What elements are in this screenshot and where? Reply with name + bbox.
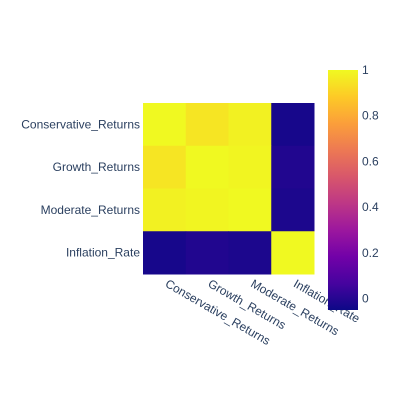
colorbar-tick-label: 0.4: [362, 200, 379, 214]
colorbar-tick-label: 0: [362, 292, 369, 306]
colorbar: [328, 70, 358, 310]
y-axis-tick-labels: Conservative_Returns Growth_Returns Modera…: [21, 117, 140, 259]
heatmap-cell: [185, 188, 229, 232]
colorbar-tick-label: 0.2: [362, 246, 379, 260]
heatmap-cell: [228, 145, 272, 189]
heatmap-cell: [271, 231, 315, 275]
heatmap-cell: [271, 145, 315, 189]
heatmap-cell: [143, 231, 187, 275]
colorbar-tick-label: 0.6: [362, 154, 379, 168]
heatmap-cell: [185, 145, 229, 189]
heatmap-cell: [185, 231, 229, 275]
heatmap-cell: [228, 103, 272, 147]
heatmap-cell: [185, 103, 229, 147]
y-tick-label: Moderate_Returns: [41, 203, 140, 217]
heatmap-cell: [143, 145, 187, 189]
heatmap-cell: [143, 188, 187, 232]
heatmap-cell: [228, 188, 272, 232]
heatmap-cell: [228, 231, 272, 275]
heatmap-cell: [143, 103, 187, 147]
heatmap-cell: [271, 103, 315, 147]
colorbar-tick-label: 1: [362, 63, 369, 77]
heatmap-cell: [271, 188, 315, 232]
y-tick-label: Inflation_Rate: [66, 246, 140, 260]
y-tick-label: Growth_Returns: [53, 160, 140, 174]
colorbar-tick-labels: 0 0.2 0.4 0.6 0.8 1: [362, 63, 379, 306]
y-tick-label: Conservative_Returns: [21, 117, 140, 131]
heatmap-cells: [143, 103, 315, 275]
colorbar-tick-label: 0.8: [362, 109, 379, 123]
